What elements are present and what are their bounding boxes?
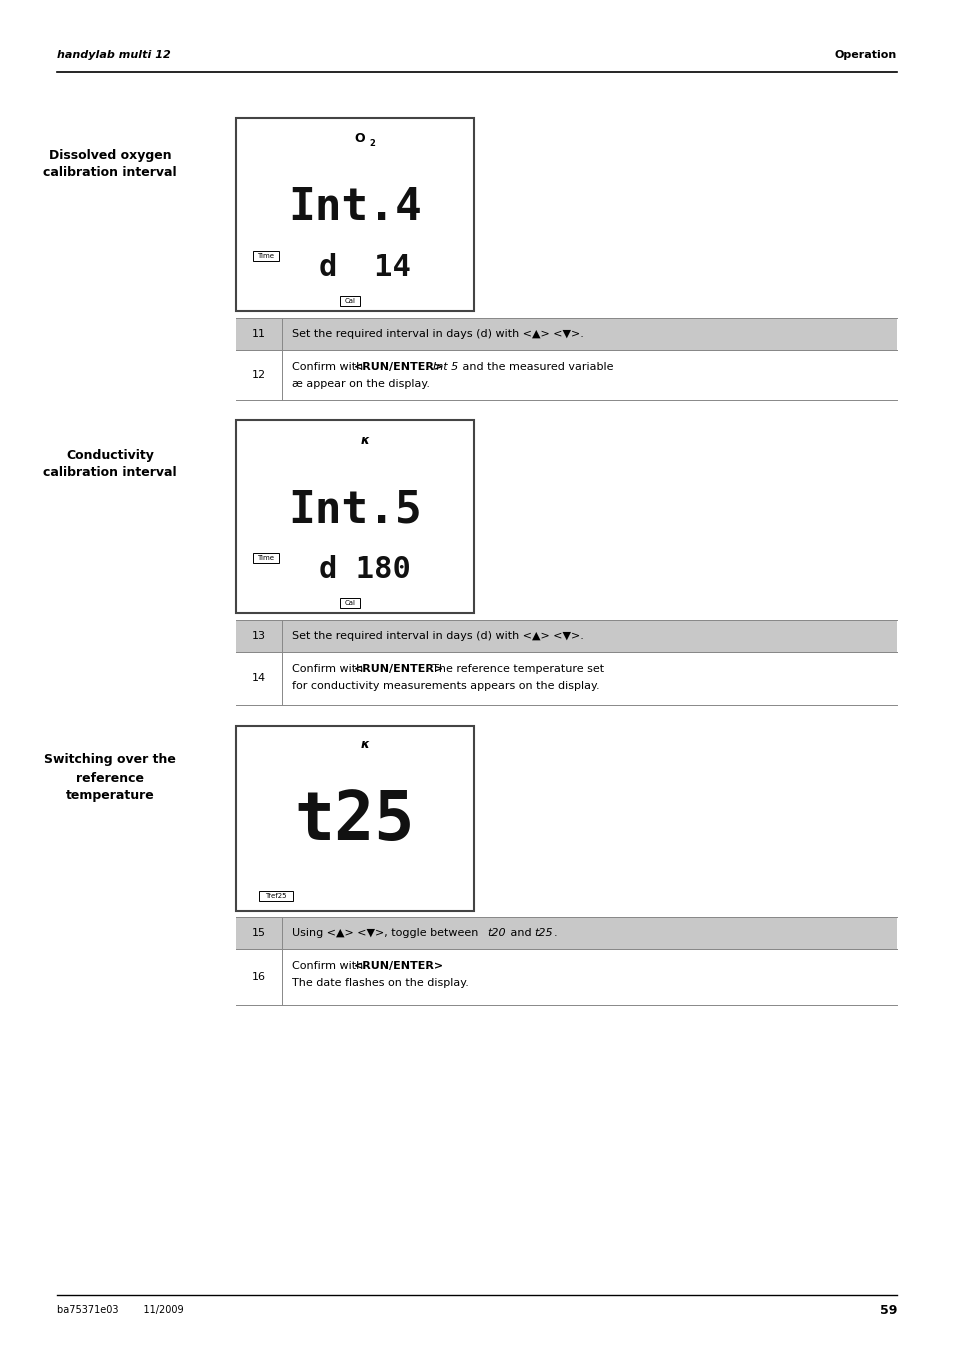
Text: Set the required interval in days (d) with <▲> <▼>.: Set the required interval in days (d) wi…	[292, 330, 583, 339]
Text: Int 5: Int 5	[433, 362, 457, 372]
Text: The date flashes on the display.: The date flashes on the display.	[292, 978, 468, 988]
Text: <RUN/ENTER>: <RUN/ENTER>	[354, 362, 444, 372]
Text: <RUN/ENTER>: <RUN/ENTER>	[354, 961, 444, 971]
Text: Conductivity: Conductivity	[66, 449, 153, 462]
Text: ba75371e03        11/2009: ba75371e03 11/2009	[57, 1305, 183, 1315]
Bar	[235, 118, 474, 311]
Bar	[339, 598, 359, 608]
Text: 16: 16	[252, 971, 266, 982]
Bar	[235, 620, 896, 653]
Text: κ: κ	[360, 738, 369, 751]
Text: calibration interval: calibration interval	[43, 166, 176, 180]
Text: temperature: temperature	[66, 789, 154, 802]
Text: Set the required interval in days (d) with <▲> <▼>.: Set the required interval in days (d) wi…	[292, 631, 583, 640]
Text: t25: t25	[294, 788, 415, 854]
Text: Int.5: Int.5	[288, 489, 421, 531]
Text: 13: 13	[252, 631, 266, 640]
Text: and the measured variable: and the measured variable	[458, 362, 613, 372]
Text: 12: 12	[252, 370, 266, 380]
Text: Cal: Cal	[344, 299, 355, 304]
Bar	[339, 296, 359, 305]
Bar	[258, 892, 293, 901]
Text: . The reference temperature set: . The reference temperature set	[424, 663, 603, 674]
Text: Confirm with: Confirm with	[292, 961, 366, 971]
Text: Operation: Operation	[834, 50, 896, 59]
Text: 14: 14	[252, 673, 266, 684]
Bar	[235, 725, 474, 911]
Bar	[235, 317, 896, 350]
Text: reference: reference	[76, 771, 144, 785]
Text: O: O	[355, 131, 365, 145]
Text: Int.4: Int.4	[288, 186, 421, 230]
Text: .: .	[424, 362, 432, 372]
Text: for conductivity measurements appears on the display.: for conductivity measurements appears on…	[292, 681, 599, 690]
Text: Confirm with: Confirm with	[292, 362, 366, 372]
Text: Switching over the: Switching over the	[44, 754, 175, 766]
Text: Confirm with: Confirm with	[292, 663, 366, 674]
Bar	[235, 420, 474, 613]
Text: 11: 11	[252, 330, 266, 339]
Text: and: and	[506, 928, 535, 938]
Text: t20: t20	[486, 928, 505, 938]
Text: 2: 2	[369, 139, 375, 149]
Text: t25: t25	[534, 928, 552, 938]
Bar	[253, 251, 278, 261]
Text: 15: 15	[252, 928, 266, 938]
Bar	[235, 917, 896, 948]
Text: κ: κ	[360, 434, 369, 446]
Text: Using <▲> <▼>, toggle between: Using <▲> <▼>, toggle between	[292, 928, 481, 938]
Text: Tref25: Tref25	[265, 893, 287, 898]
Text: Time: Time	[257, 555, 274, 561]
Text: d 180: d 180	[318, 555, 411, 585]
Text: <RUN/ENTER>: <RUN/ENTER>	[354, 663, 444, 674]
Text: Time: Time	[257, 253, 274, 259]
Text: .: .	[554, 928, 558, 938]
Text: handylab multi 12: handylab multi 12	[57, 50, 171, 59]
Text: calibration interval: calibration interval	[43, 466, 176, 480]
Text: Cal: Cal	[344, 600, 355, 607]
Text: æ appear on the display.: æ appear on the display.	[292, 380, 430, 389]
Text: .: .	[424, 961, 428, 971]
Bar	[253, 553, 278, 563]
Text: Dissolved oxygen: Dissolved oxygen	[49, 149, 172, 162]
Text: d  14: d 14	[318, 254, 411, 282]
Text: 59: 59	[879, 1304, 896, 1316]
